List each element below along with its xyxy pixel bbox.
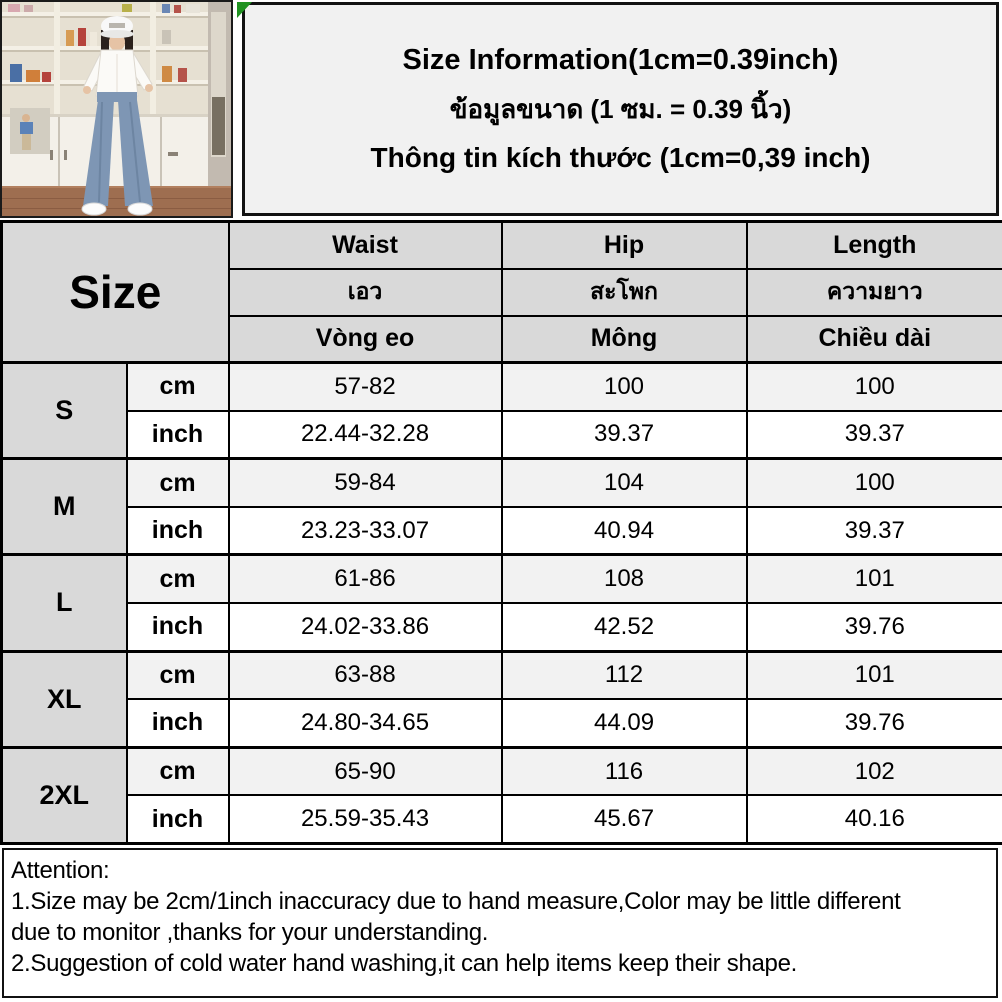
top-section: Size Information(1cm=0.39inch) ข้อมูลขนา…	[0, 0, 1002, 220]
col-waist-vi: Vòng eo	[227, 314, 503, 364]
measurement-cell: 24.02-33.86	[227, 601, 503, 653]
measurement-cell: 102	[745, 745, 1002, 797]
measurement-cell: 112	[500, 649, 748, 701]
row-xl-inch: inch 24.80-34.65 44.09 39.76	[2, 698, 1002, 749]
unit-inch: inch	[125, 409, 230, 460]
size-label-m: M	[0, 457, 128, 556]
measurement-cell: 23.23-33.07	[227, 505, 503, 556]
row-xl-cm: XL cm 63-88 112 101	[0, 649, 1002, 749]
title-box: Size Information(1cm=0.39inch) ข้อมูลขนา…	[242, 2, 999, 216]
measurement-cell: 101	[745, 649, 1002, 701]
unit-inch: inch	[125, 698, 230, 749]
measurement-cell: 108	[500, 553, 748, 604]
row-l-cm: L cm 61-86 108 101	[0, 553, 1002, 653]
measurement-cell: 40.94	[500, 505, 748, 556]
measurement-cell: 57-82	[227, 361, 503, 412]
col-length-vi: Chiều dài	[745, 314, 1002, 364]
unit-inch: inch	[125, 794, 230, 845]
title-thai: ข้อมูลขนาด (1 ซม. = 0.39 นิ้ว)	[449, 94, 792, 124]
size-label-s: S	[0, 361, 128, 460]
col-hip-th: สะโพก	[500, 267, 748, 317]
unit-cm: cm	[125, 745, 230, 797]
attention-notes: Attention: 1.Size may be 2cm/1inch inacc…	[2, 848, 998, 998]
unit-cm: cm	[125, 457, 230, 508]
poster-on-door	[10, 108, 50, 154]
col-waist-th: เอว	[227, 267, 503, 317]
measurement-cell: 116	[500, 745, 748, 797]
size-table: Size Waist Hip Length เอว สะโพก ความยาว …	[0, 220, 1002, 845]
row-2xl-inch: inch 25.59-35.43 45.67 40.16	[2, 794, 1002, 845]
product-photo-illustration	[2, 2, 231, 216]
header-row-vi: Vòng eo Mông Chiều dài	[2, 314, 1002, 364]
measurement-cell: 65-90	[227, 745, 503, 797]
size-label-l: L	[0, 553, 128, 653]
measurement-cell: 39.76	[745, 601, 1002, 653]
row-l-inch: inch 24.02-33.86 42.52 39.76	[2, 601, 1002, 653]
unit-inch: inch	[125, 505, 230, 556]
measurement-cell: 42.52	[500, 601, 748, 653]
title-vietnamese: Thông tin kích thước (1cm=0,39 inch)	[370, 142, 871, 173]
measurement-cell: 63-88	[227, 649, 503, 701]
model-figure	[81, 16, 153, 216]
attention-heading: Attention:	[11, 857, 110, 884]
measurement-cell: 40.16	[745, 794, 1002, 845]
unit-cm: cm	[125, 361, 230, 412]
green-corner-decoration	[237, 2, 252, 18]
row-s-cm: S cm 57-82 100 100	[0, 361, 1002, 460]
measurement-cell: 100	[745, 361, 1002, 412]
col-length-th: ความยาว	[745, 267, 1002, 317]
measurement-cell: 104	[500, 457, 748, 508]
measurement-cell: 39.37	[745, 505, 1002, 556]
unit-cm: cm	[125, 649, 230, 701]
measurement-cell: 45.67	[500, 794, 748, 845]
measurement-cell: 100	[500, 361, 748, 412]
header-row-en: Size Waist Hip Length	[0, 220, 1002, 364]
measurement-cell: 39.37	[500, 409, 748, 460]
measurement-cell: 39.37	[745, 409, 1002, 460]
size-label-2xl: 2XL	[0, 745, 128, 845]
attention-note-line: 1.Size may be 2cm/1inch inaccuracy due t…	[11, 888, 901, 915]
col-length-en: Length	[745, 220, 1002, 270]
measurement-cell: 101	[745, 553, 1002, 604]
row-2xl-cm: 2XL cm 65-90 116 102	[0, 745, 1002, 845]
attention-note-line: 2.Suggestion of cold water hand washing,…	[11, 950, 798, 977]
col-hip-en: Hip	[500, 220, 748, 270]
measurement-cell: 44.09	[500, 698, 748, 749]
unit-inch: inch	[125, 601, 230, 653]
measurement-cell: 100	[745, 457, 1002, 508]
measurement-cell: 59-84	[227, 457, 503, 508]
header-row-th: เอว สะโพก ความยาว	[2, 267, 1002, 317]
row-s-inch: inch 22.44-32.28 39.37 39.37	[2, 409, 1002, 460]
attention-note-line: due to monitor ,thanks for your understa…	[11, 919, 489, 946]
measurement-cell: 25.59-35.43	[227, 794, 503, 845]
measurement-cell: 24.80-34.65	[227, 698, 503, 749]
title-english: Size Information(1cm=0.39inch)	[402, 44, 839, 76]
unit-cm: cm	[125, 553, 230, 604]
product-photo	[0, 0, 233, 218]
row-m-inch: inch 23.23-33.07 40.94 39.37	[2, 505, 1002, 556]
row-m-cm: M cm 59-84 104 100	[0, 457, 1002, 556]
measurement-cell: 39.76	[745, 698, 1002, 749]
col-waist-en: Waist	[227, 220, 503, 270]
measurement-cell: 22.44-32.28	[227, 409, 503, 460]
size-label-xl: XL	[0, 649, 128, 749]
measurement-cell: 61-86	[227, 553, 503, 604]
size-header-cell: Size	[0, 220, 230, 364]
col-hip-vi: Mông	[500, 314, 748, 364]
